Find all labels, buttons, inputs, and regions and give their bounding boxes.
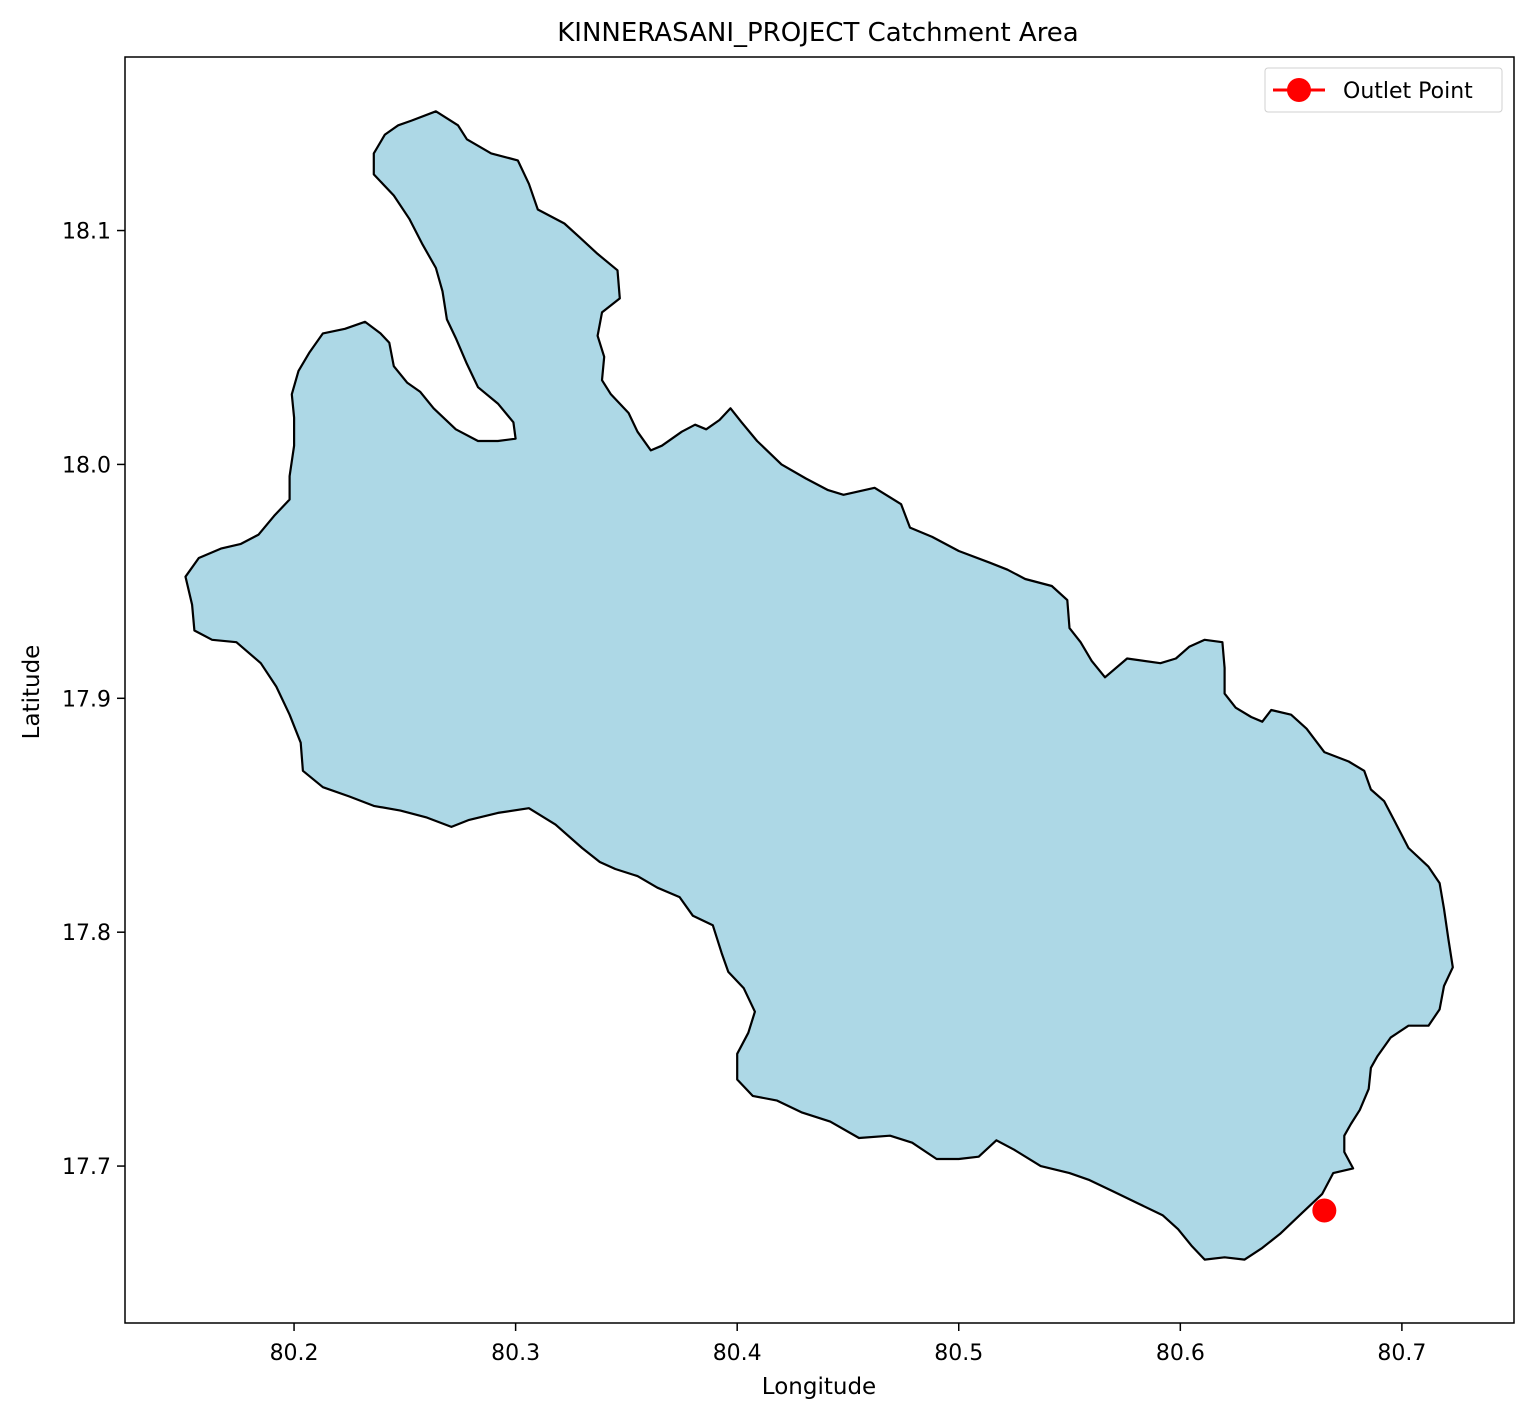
legend-label: Outlet Point (1343, 79, 1473, 104)
y-tick-label: 17.8 (62, 921, 111, 946)
x-tick-label: 80.4 (713, 1341, 762, 1366)
catchment-polygon (184, 110, 1454, 1261)
legend: Outlet Point (1264, 67, 1503, 113)
x-tick-label: 80.2 (270, 1341, 319, 1366)
x-axis-ticks: 80.2 80.3 80.4 80.5 80.6 80.7 (270, 1323, 1426, 1366)
y-tick-label: 17.7 (62, 1155, 111, 1180)
legend-marker-icon (1287, 78, 1311, 102)
chart-title: KINNERASANI_PROJECT Catchment Area (557, 18, 1079, 48)
x-tick-label: 80.6 (1156, 1341, 1205, 1366)
y-tick-label: 18.0 (62, 453, 111, 478)
y-tick-label: 18.1 (62, 220, 111, 245)
outlet-point-marker (1312, 1198, 1337, 1223)
y-axis-label: Latitude (19, 645, 45, 740)
y-axis-ticks: 17.7 17.8 17.9 18.0 18.1 (62, 220, 125, 1180)
x-axis-label: Longitude (762, 1374, 876, 1400)
y-tick-label: 17.9 (62, 687, 111, 712)
plot-area (124, 56, 1515, 1324)
x-tick-label: 80.7 (1377, 1341, 1426, 1366)
legend-box (1264, 67, 1503, 113)
x-tick-label: 80.3 (491, 1341, 540, 1366)
plot-frame (124, 56, 1515, 1324)
x-tick-label: 80.5 (934, 1341, 983, 1366)
